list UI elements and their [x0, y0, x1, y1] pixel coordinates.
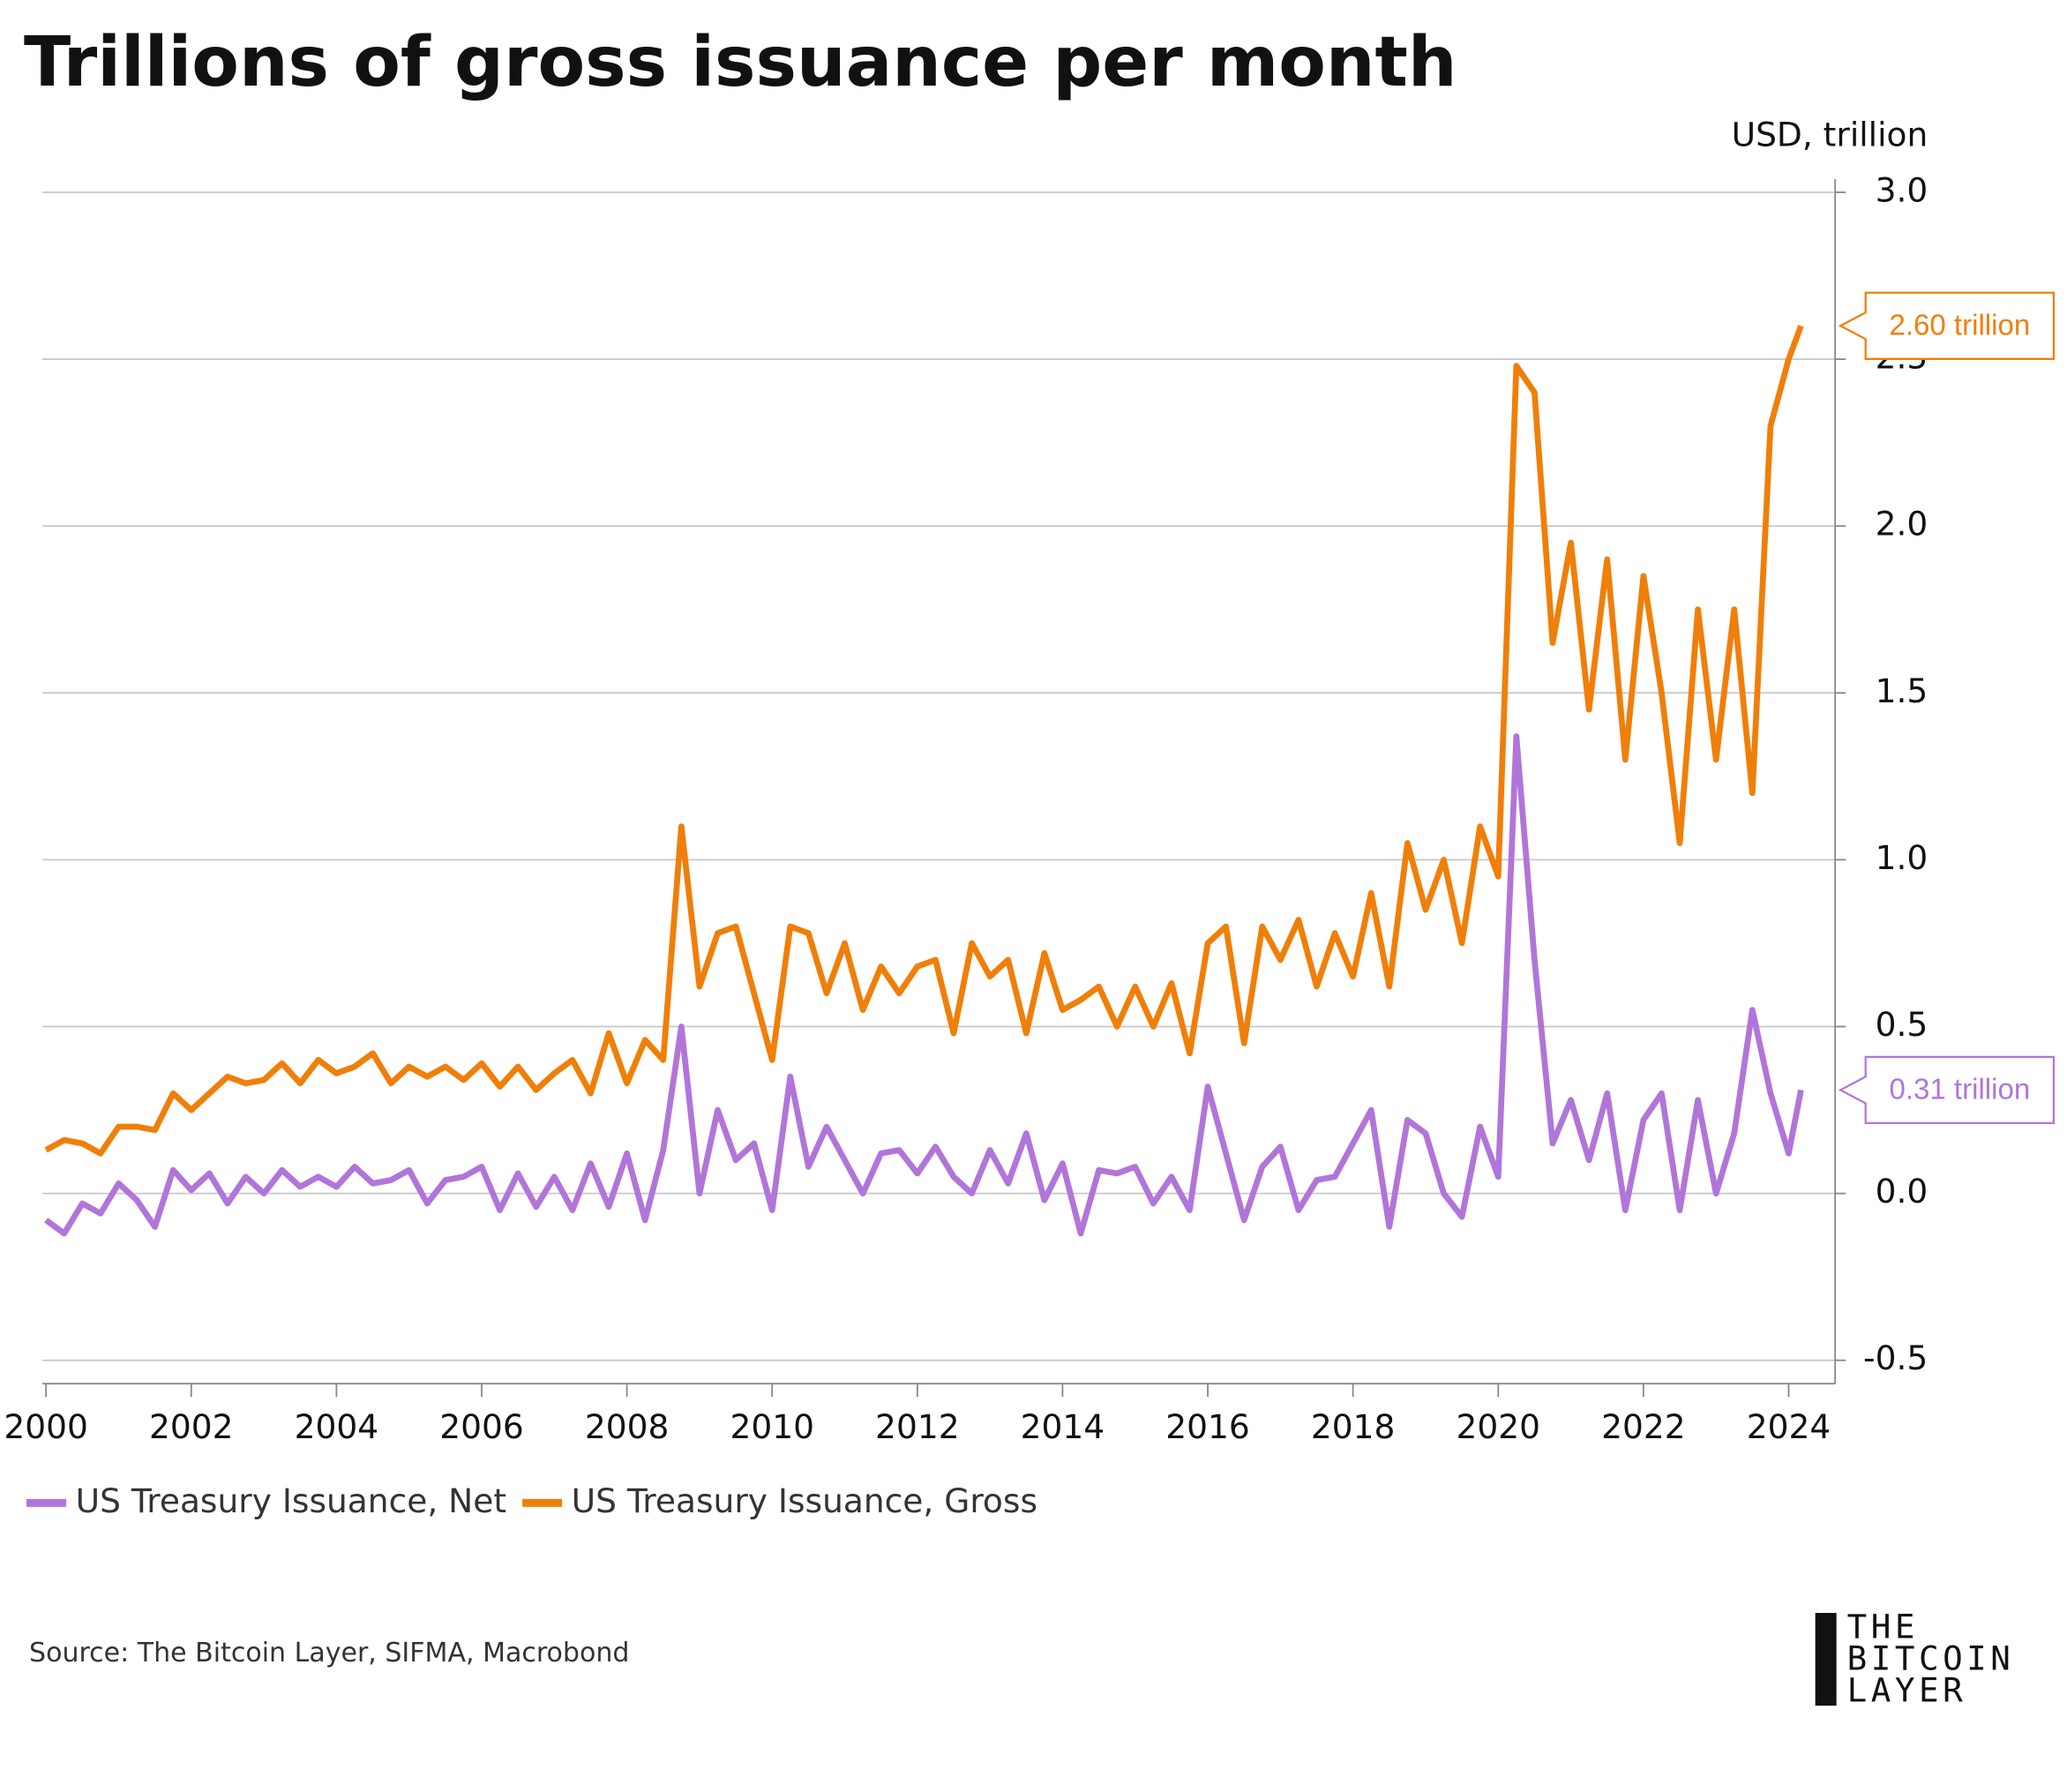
- callout-label: 0.31 trillion: [1889, 1074, 2030, 1106]
- x-tick-label: 2000: [4, 1407, 88, 1446]
- x-tick-label: 2020: [1457, 1407, 1541, 1446]
- x-tick-label: 2008: [585, 1407, 670, 1446]
- y-tick-label: 2.0: [1876, 505, 1928, 544]
- y-tick-label: -0.5: [1863, 1338, 1928, 1377]
- series-line: [44, 733, 1804, 1237]
- y-tick-label: 3.0: [1876, 170, 1928, 209]
- x-tick-label: 2012: [875, 1407, 960, 1446]
- callout-label: 2.60 trillion: [1889, 310, 2030, 342]
- logo-bar: [1815, 1613, 1837, 1706]
- y-tick-label: 1.0: [1876, 838, 1928, 877]
- series-line: [44, 325, 1804, 1157]
- source: Source: The Bitcoin Layer, SIFMA, Macrob…: [29, 1638, 629, 1668]
- x-tick-label: 2006: [439, 1407, 524, 1446]
- x-tick-label: 2004: [295, 1407, 379, 1446]
- x-tick-label: 2002: [149, 1407, 234, 1446]
- x-tick-label: 2014: [1021, 1407, 1105, 1446]
- legend-label: US Treasury Issuance, Gross: [572, 1481, 1037, 1520]
- logo-text: THE: [1847, 1608, 1919, 1646]
- logo-text: LAYER: [1847, 1671, 1967, 1710]
- callout-box: [1838, 1055, 2056, 1125]
- y-unit: USD, trillion: [1732, 115, 1928, 154]
- callout-box: [1838, 291, 2056, 360]
- x-tick-label: 2016: [1165, 1407, 1250, 1446]
- logo-text: BITCOIN: [1847, 1639, 2015, 1678]
- legend-label: US Treasury Issuance, Net: [76, 1481, 506, 1520]
- y-tick-label: 1.5: [1876, 671, 1928, 710]
- y-tick-label: 0.0: [1876, 1172, 1928, 1211]
- chart-title: Trillions of gross issuance per month: [24, 23, 1457, 102]
- x-tick-label: 2024: [1747, 1407, 1831, 1446]
- y-tick-label: 0.5: [1876, 1005, 1928, 1044]
- x-tick-label: 2018: [1311, 1407, 1396, 1446]
- x-tick-label: 2022: [1601, 1407, 1686, 1446]
- x-tick-label: 2010: [730, 1407, 814, 1446]
